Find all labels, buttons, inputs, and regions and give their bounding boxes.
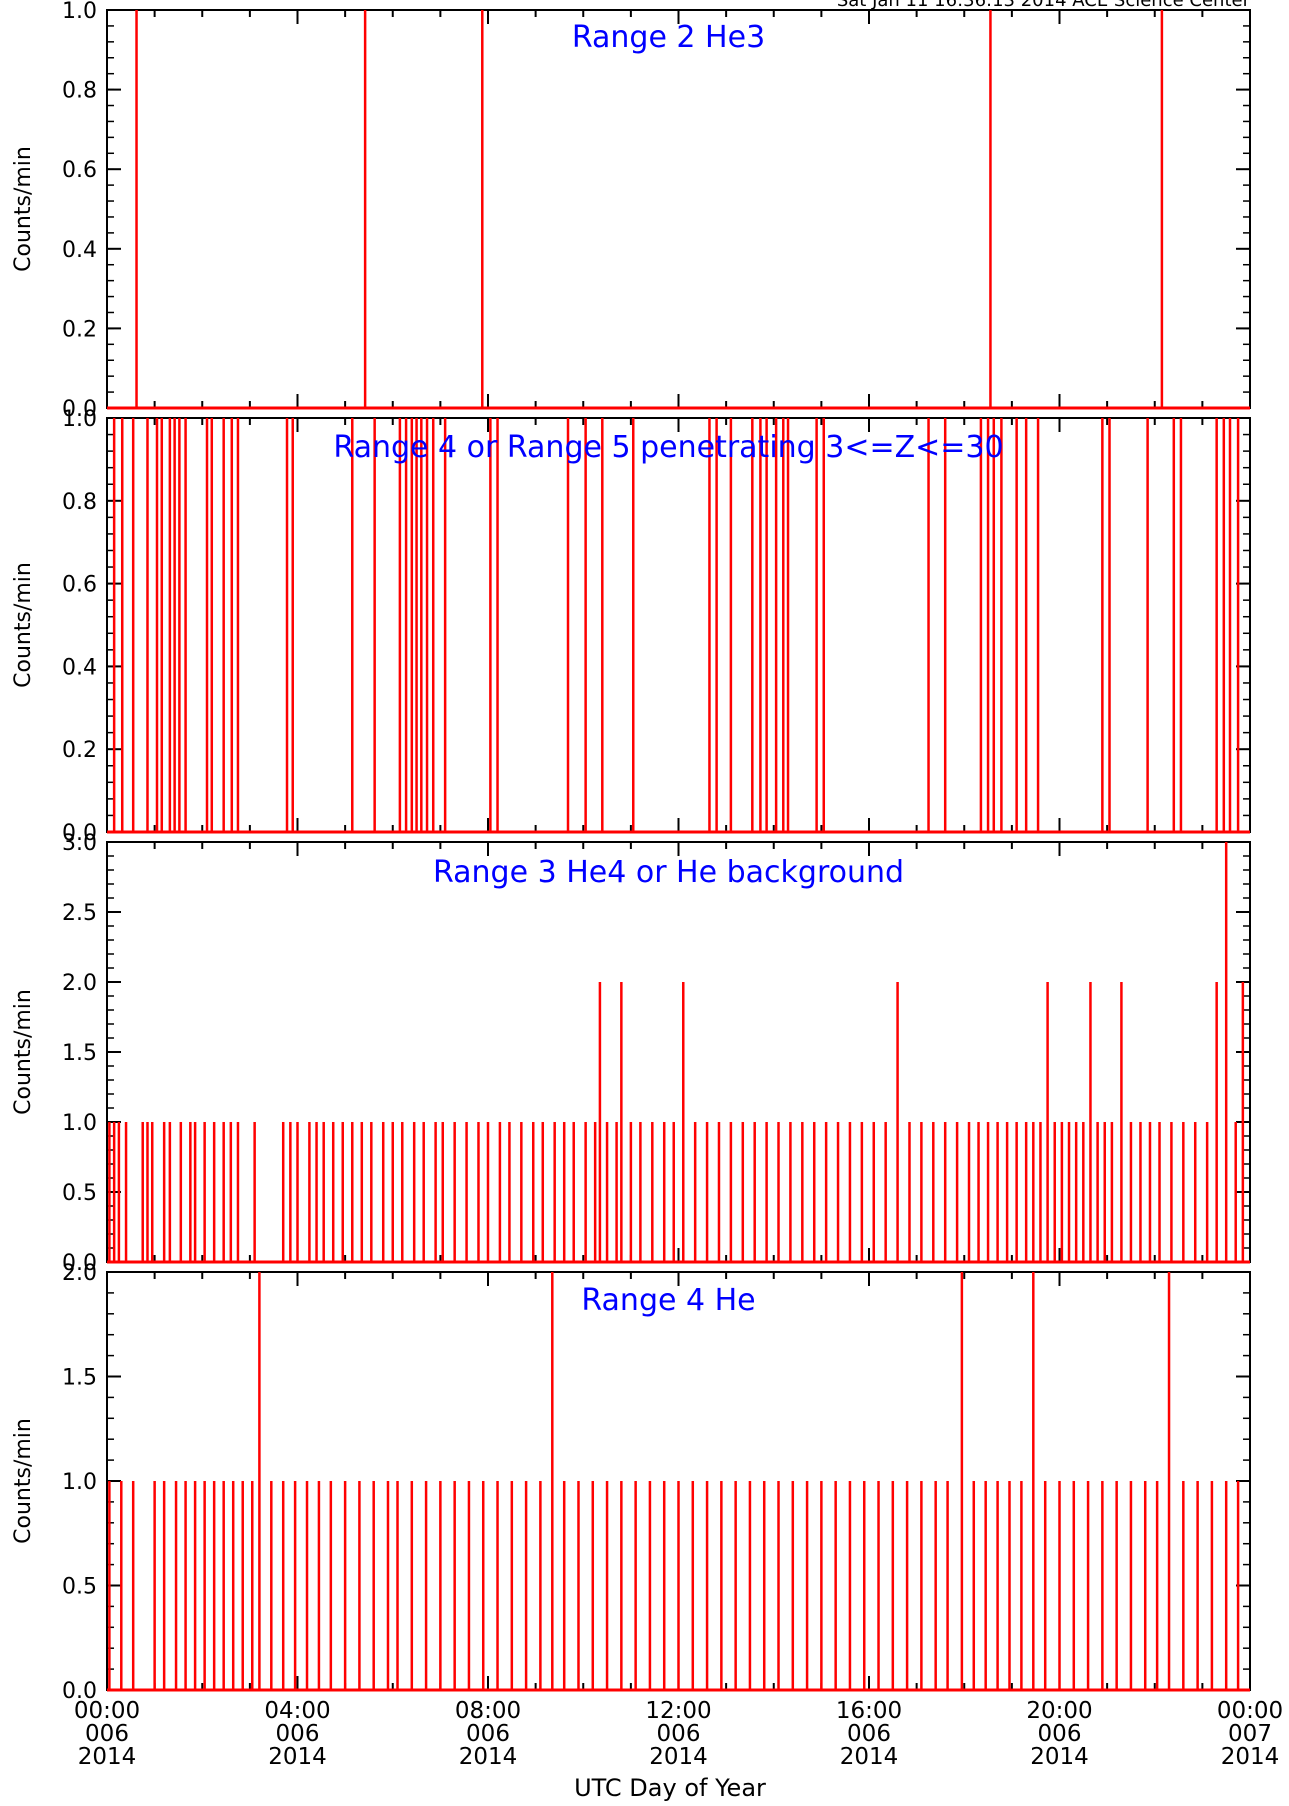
x-tick-year: 2014: [459, 1744, 518, 1770]
y-tick-label: 0.2: [62, 317, 97, 342]
y-tick-label: 0.0: [62, 397, 97, 422]
y-tick-label: 0.0: [62, 1679, 97, 1704]
x-tick-year: 2014: [78, 1744, 137, 1770]
x-tick-time: 12:00: [645, 1698, 711, 1724]
y-axis-label: Counts/min: [11, 562, 36, 688]
x-tick-year: 2014: [268, 1744, 327, 1770]
x-tick-year: 2014: [840, 1744, 899, 1770]
panel-title: Range 3 He4 or He background: [433, 855, 904, 890]
x-tick-doy: 006: [466, 1721, 510, 1747]
y-tick-label: 2.5: [62, 901, 97, 926]
x-axis-tick-labels: 00:00006201404:00006201408:00006201412:0…: [74, 1698, 1283, 1770]
panel-title: Range 4 or Range 5 penetrating 3<=Z<=30: [333, 430, 1003, 465]
panel-frame: [106, 841, 1251, 1263]
panel-2: 0.0 0.2 0.4 0.6 0.8 1.0 Counts/min Range 4 or R…: [11, 407, 1251, 846]
y-axis-label: Counts/min: [11, 146, 36, 272]
x-axis-label: UTC Day of Year: [574, 1774, 766, 1802]
y-axis-label: Counts/min: [11, 989, 36, 1115]
y-tick-label: 0.2: [62, 738, 97, 763]
y-tick-label: 3.0: [62, 831, 97, 856]
x-tick-doy: 006: [1038, 1721, 1082, 1747]
y-tick-label: 2.0: [62, 1261, 97, 1286]
y-tick-label: 1.5: [62, 1366, 97, 1391]
y-tick-label: 0.8: [62, 490, 97, 515]
y-tick-label: 0.4: [62, 238, 97, 263]
y-tick-label: 0.4: [62, 655, 97, 680]
y-tick-label: 0.6: [62, 573, 97, 598]
y-tick-label: 1.0: [62, 1111, 97, 1136]
x-tick-doy: 006: [276, 1721, 320, 1747]
y-tick-label: 1.0: [62, 0, 97, 24]
x-tick-doy: 006: [657, 1721, 701, 1747]
x-tick-doy: 007: [1228, 1721, 1272, 1747]
panel-title: Range 2 He3: [572, 20, 765, 55]
y-tick-label: 1.0: [62, 407, 97, 432]
x-tick-doy: 006: [85, 1721, 129, 1747]
x-tick-time: 16:00: [836, 1698, 902, 1724]
x-tick-time: 04:00: [264, 1698, 330, 1724]
panel-4: 0.0 0.5 1.0 1.5 2.0 Counts/min Range 4 He: [11, 1261, 1251, 1704]
y-tick-label: 0.5: [62, 1575, 97, 1600]
x-tick-time: 00:00: [1217, 1698, 1283, 1724]
x-tick-time: 20:00: [1026, 1698, 1092, 1724]
y-tick-label: 0.8: [62, 79, 97, 104]
y-tick-label: 0.5: [62, 1181, 97, 1206]
panel-1: 0.0 0.2 0.4 0.6 0.8 1.0 Counts/min Range 2 He3: [11, 0, 1251, 422]
y-tick-label: 0.0: [62, 821, 97, 846]
x-tick-time: 00:00: [74, 1698, 140, 1724]
y-axis-label: Counts/min: [11, 1418, 36, 1544]
panel-frame: [106, 417, 1251, 833]
y-tick-label: 0.6: [62, 158, 97, 183]
x-tick-doy: 006: [847, 1721, 891, 1747]
x-tick-year: 2014: [649, 1744, 708, 1770]
x-tick-year: 2014: [1221, 1744, 1280, 1770]
y-tick-label: 1.0: [62, 1470, 97, 1495]
panel-frame: [106, 9, 1251, 409]
header-timestamp: Sat Jan 11 16:36:13 2014 ACE Science Cen…: [837, 0, 1251, 11]
panel-title: Range 4 He: [581, 1283, 755, 1318]
panel-3: 0.0 0.5 1.0 1.5 2.0 2.5 3.0 Counts/min Range 3 H…: [11, 831, 1251, 1276]
y-tick-label: 0.0: [62, 1251, 97, 1276]
y-tick-label: 1.5: [62, 1041, 97, 1066]
y-tick-label: 2.0: [62, 971, 97, 996]
x-tick-year: 2014: [1030, 1744, 1089, 1770]
x-tick-time: 08:00: [455, 1698, 521, 1724]
